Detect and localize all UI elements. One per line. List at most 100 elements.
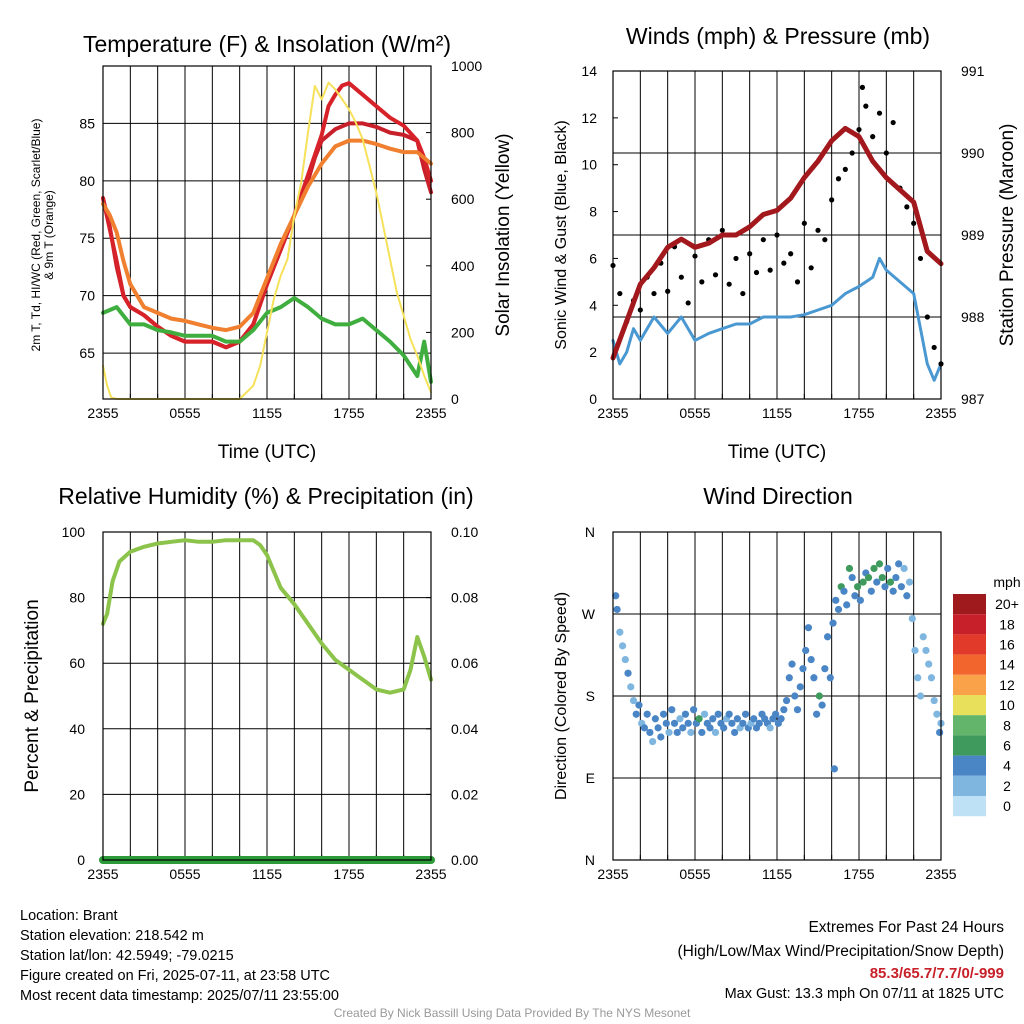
legend-label: 4 [1003,758,1011,774]
x-tick-label: 1155 [762,866,792,882]
direction-point [731,728,739,737]
direction-point [851,592,859,600]
gust-point [617,290,623,297]
direction-point [829,619,837,627]
gust-point [740,290,746,297]
direction-point [875,560,884,568]
extremes-info: Extremes For Past 24 Hours (High/Low/Max… [678,916,1005,1004]
direction-point [895,560,903,568]
gust-point [794,279,801,285]
y-axis-label: 2m T, Td, HI/WC (Red, Green, Scarlet/Blu… [29,119,56,352]
direction-point [826,674,834,682]
y2-tick-label: 0.06 [451,655,478,671]
x-tick-label: 0555 [679,405,710,421]
direction-point [911,646,919,655]
y2-tick-label: 600 [451,191,475,207]
direction-point [624,669,632,677]
gust-point [753,269,760,276]
y2-tick-label: 991 [961,63,985,79]
y-tick-label: 75 [79,230,95,246]
direction-point [646,728,654,737]
direction-point [782,696,791,705]
direction-point [834,605,843,614]
plot-border [612,70,942,400]
direction-point [766,724,774,732]
direction-point [755,719,763,727]
direction-point [780,706,788,714]
gust-point [822,237,828,243]
gust-point [781,260,787,266]
credit-text: Created By Nick Bassill Using Data Provi… [333,1006,691,1020]
legend-swatch [953,775,986,796]
direction-point [859,578,867,586]
y-tick-label: 60 [69,655,85,671]
direction-point [616,628,624,636]
y2-tick-label: 987 [961,391,985,407]
x-tick-label: 2355 [925,866,956,882]
direction-point [706,724,714,732]
direction-point [720,724,728,732]
gust-point [849,150,855,156]
x-tick-label: 2355 [597,866,628,882]
direction-point [772,710,780,718]
direction-point [777,715,785,723]
y2-tick-label: 1000 [451,58,482,74]
gust-point [917,255,924,262]
legend-swatch [953,715,986,736]
legend-swatch [953,796,986,817]
gust-point [808,265,814,271]
y2-tick-label: 0.10 [451,524,478,540]
y-tick-label: N [585,852,595,868]
y2-tick-label: 200 [451,324,475,340]
y-tick-label: 12 [581,110,597,126]
direction-point [728,719,736,727]
gust-point [774,232,780,238]
direction-point [621,655,629,664]
direction-point [925,660,933,668]
direction-point [823,633,832,641]
legend-swatch [953,594,986,615]
direction-point [900,564,908,573]
y2-tick-label: 0.02 [451,786,478,802]
gust-point [911,220,917,226]
direction-point [649,737,657,746]
gust-point [767,267,773,273]
direction-point [796,683,804,691]
y-tick-label: 6 [589,250,597,266]
x-tick-label: 0555 [169,405,200,421]
plot-border [612,531,942,861]
direction-point [709,715,717,723]
direction-point [813,710,821,718]
y-tick-label: 40 [69,721,85,737]
direction-point [739,719,747,727]
gust-point [856,126,862,133]
y-tick-label: W [582,606,596,622]
x-tick-label: 1755 [333,405,364,421]
direction-point [930,696,938,705]
x-tick-label: 2355 [87,405,118,421]
legend-swatch [953,614,986,635]
recent-text: Most recent data timestamp: 2025/07/11 2… [20,988,339,1004]
legend-label: 20+ [995,596,1019,612]
x-tick-label: 2355 [597,405,628,421]
y-tick-label: 8 [589,204,597,220]
gust-point [685,300,691,306]
direction-point [741,710,750,718]
gust-point [863,103,869,109]
max-gust-text: Max Gust: 13.3 mph On 07/11 at 1825 UTC [724,986,1004,1002]
y2-tick-label: 0.00 [451,852,478,868]
direction-point [711,728,720,737]
direction-point [889,587,897,595]
y-axis-label-line: & 9m T (Orange) [42,190,56,280]
direction-point [668,706,676,714]
direction-point [799,665,807,673]
direction-point [830,765,839,773]
chart-title: Temperature (F) & Insolation (W/m²) [83,31,451,57]
y-tick-label: 70 [79,288,95,304]
direction-point [856,596,864,604]
direction-point [810,674,818,682]
gust-point [712,272,719,278]
direction-point [807,655,815,664]
direction-point [700,710,709,718]
